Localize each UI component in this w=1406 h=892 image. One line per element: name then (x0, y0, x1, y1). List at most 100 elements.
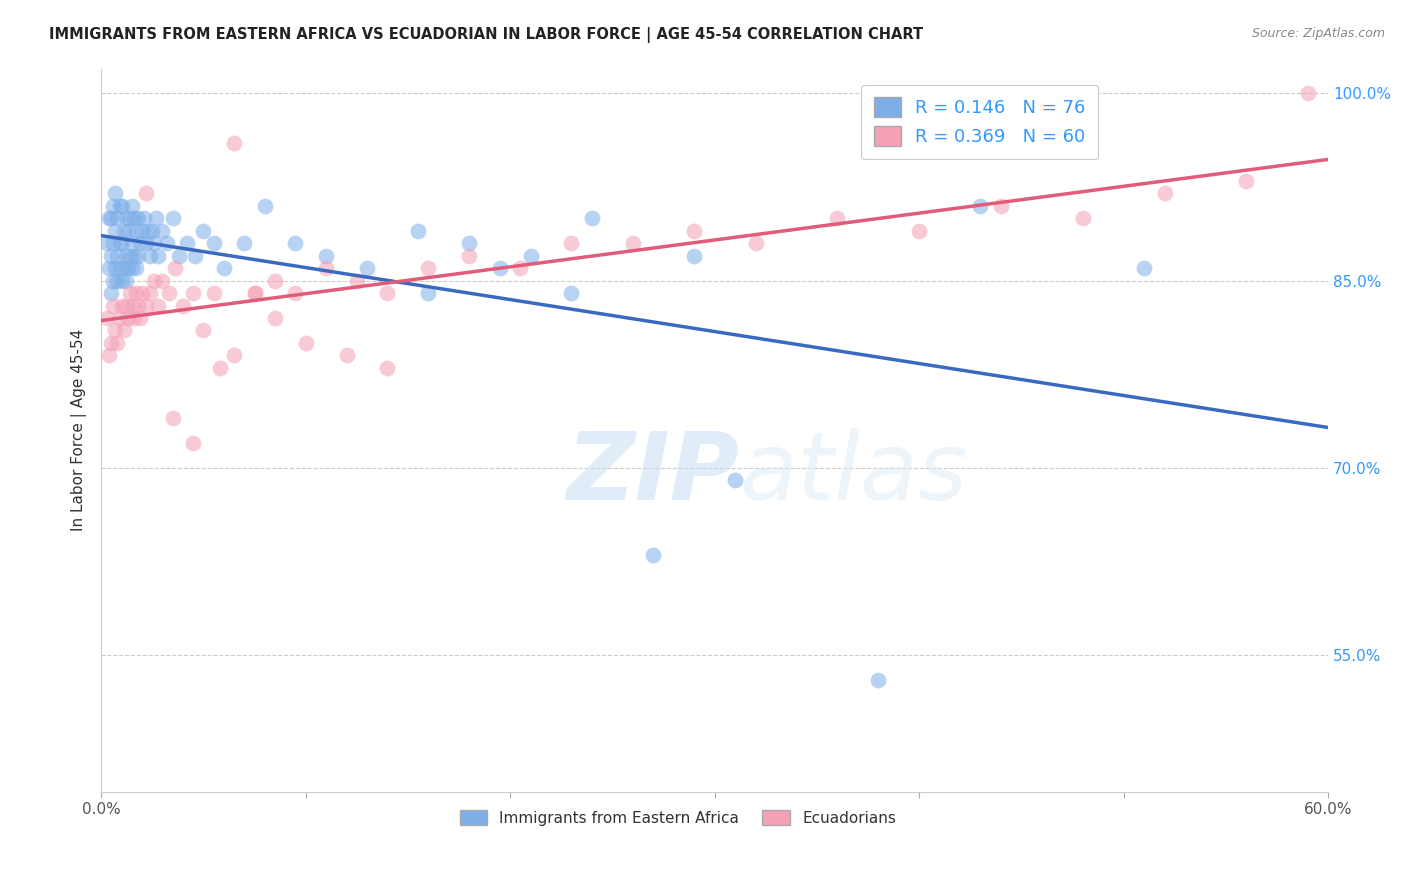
Point (148, 298, 170, 312)
Point (143, 274, 166, 288)
Point (202, 286, 225, 301)
Y-axis label: In Labor Force | Age 45-54: In Labor Force | Age 45-54 (72, 329, 87, 532)
Point (132, 211, 155, 226)
Point (969, 199, 991, 213)
Point (96, 310, 118, 325)
Point (114, 274, 136, 288)
Point (125, 224, 148, 238)
Point (489, 261, 512, 276)
Point (110, 236, 132, 251)
Point (108, 199, 131, 213)
Point (107, 274, 129, 288)
Text: Source: ZipAtlas.com: Source: ZipAtlas.com (1251, 27, 1385, 40)
Point (560, 286, 582, 301)
Point (621, 236, 644, 251)
Point (294, 335, 316, 350)
Point (103, 236, 125, 251)
Point (104, 186, 127, 201)
Point (104, 224, 127, 238)
Point (163, 261, 186, 276)
Point (129, 236, 152, 251)
Point (98, 261, 121, 276)
Point (121, 261, 143, 276)
Point (172, 298, 194, 312)
Point (152, 224, 174, 238)
Point (117, 224, 139, 238)
Point (162, 211, 184, 226)
Point (208, 360, 231, 375)
Point (1296, 87, 1319, 101)
Point (458, 236, 481, 251)
Point (157, 286, 180, 301)
Point (990, 199, 1012, 213)
Point (104, 323, 127, 337)
Point (253, 199, 276, 213)
Point (122, 310, 145, 325)
Point (176, 236, 198, 251)
Point (145, 211, 167, 226)
Point (121, 298, 143, 312)
Point (103, 298, 125, 312)
Point (112, 261, 135, 276)
Point (284, 236, 307, 251)
Point (868, 673, 890, 687)
Point (643, 548, 665, 562)
Point (233, 236, 256, 251)
Point (222, 136, 245, 151)
Point (202, 236, 225, 251)
Point (114, 249, 136, 263)
Point (212, 261, 235, 276)
Point (683, 249, 706, 263)
Point (243, 286, 266, 301)
Point (108, 236, 131, 251)
Point (222, 348, 245, 362)
Point (117, 310, 139, 325)
Point (110, 298, 132, 312)
Point (560, 236, 582, 251)
Point (122, 249, 145, 263)
Point (406, 224, 429, 238)
Point (181, 435, 204, 450)
Point (98, 211, 121, 226)
Point (356, 261, 378, 276)
Point (114, 211, 136, 226)
Point (744, 236, 766, 251)
Point (100, 249, 122, 263)
Point (827, 211, 849, 226)
Point (104, 261, 127, 276)
Point (264, 274, 287, 288)
Text: IMMIGRANTS FROM EASTERN AFRICA VS ECUADORIAN IN LABOR FORCE | AGE 45-54 CORRELAT: IMMIGRANTS FROM EASTERN AFRICA VS ECUADO… (49, 27, 924, 43)
Point (108, 310, 131, 325)
Point (335, 348, 357, 362)
Point (100, 286, 122, 301)
Point (112, 323, 135, 337)
Point (98, 348, 121, 362)
Point (114, 298, 136, 312)
Point (100, 211, 122, 226)
Point (377, 286, 399, 301)
Point (519, 249, 541, 263)
Point (121, 199, 143, 213)
Point (509, 261, 531, 276)
Point (581, 211, 603, 226)
Point (117, 261, 139, 276)
Point (162, 410, 184, 425)
Point (908, 224, 931, 238)
Point (193, 224, 215, 238)
Point (155, 236, 177, 251)
Text: ZIP: ZIP (567, 427, 740, 520)
Point (125, 261, 148, 276)
Point (315, 249, 337, 263)
Point (107, 211, 129, 226)
Point (143, 236, 166, 251)
Point (377, 360, 399, 375)
Point (118, 211, 141, 226)
Point (139, 249, 162, 263)
Point (125, 286, 148, 301)
Point (346, 274, 368, 288)
Text: atlas: atlas (740, 428, 967, 519)
Point (107, 249, 129, 263)
Point (458, 249, 481, 263)
Point (148, 249, 170, 263)
Point (683, 224, 706, 238)
